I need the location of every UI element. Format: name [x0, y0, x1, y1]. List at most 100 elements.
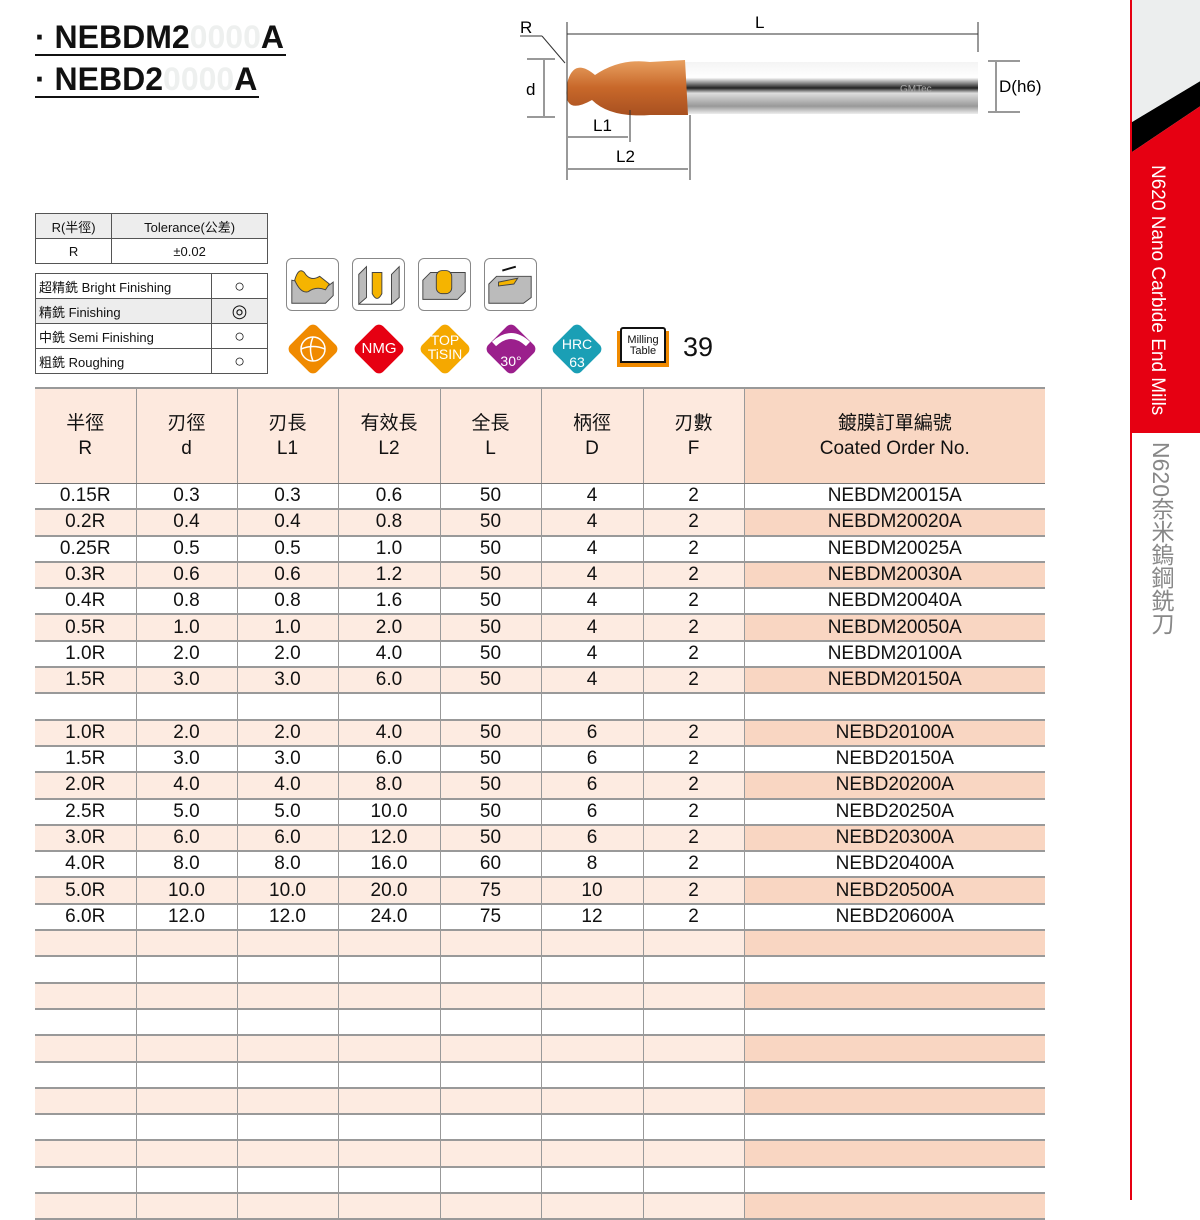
title-faded: 0000 — [163, 61, 235, 97]
table-cell: 8.0 — [337, 772, 440, 800]
table-cell — [236, 1140, 338, 1168]
product-title-nebd: · NEBD20000A — [35, 61, 260, 98]
table-cell — [439, 1193, 541, 1220]
table-cell — [35, 693, 136, 721]
table-cell — [540, 693, 643, 721]
table-cell: 0.6 — [337, 483, 440, 511]
table-cell: 5.0 — [135, 798, 237, 826]
table-cell — [743, 1114, 1045, 1142]
table-cell: 2 — [642, 824, 744, 853]
contour-milling-icon — [286, 258, 339, 311]
table-cell: 1.2 — [337, 561, 440, 590]
table-cell: 0.4R — [35, 588, 136, 616]
table-cell: 2 — [642, 535, 744, 563]
table-cell: 2 — [642, 561, 744, 590]
table-cell: 6 — [540, 772, 643, 800]
label-shank-diameter: D(h6) — [999, 77, 1042, 96]
hrc-text: HRC 63 — [561, 336, 593, 370]
column-header-line: 鍍膜訂單編號 — [837, 412, 952, 434]
brand-logo: GMTec — [900, 84, 932, 95]
column-header-line: 刃數 — [674, 412, 713, 434]
table-cell: 2 — [642, 640, 744, 669]
table-cell: 2.0R — [35, 772, 136, 800]
table-cell: 1.0R — [35, 640, 136, 669]
tolerance-value: ±0.02 — [111, 238, 268, 264]
shank — [675, 62, 978, 114]
table-cell: 0.3R — [35, 561, 136, 590]
column-header: 刃長 L1 — [236, 387, 338, 484]
table-cell — [337, 1140, 440, 1168]
table-cell: 2.0 — [135, 640, 237, 669]
table-cell — [743, 693, 1045, 721]
table-cell: NEBDM20040A — [743, 588, 1045, 616]
table-cell: 3.0 — [236, 745, 338, 774]
table-cell: 2.0 — [236, 719, 338, 747]
table-cell — [35, 1087, 136, 1116]
tolerance-header-value: Tolerance(公差) — [111, 213, 268, 239]
table-cell — [439, 1140, 541, 1168]
table-cell — [642, 1035, 744, 1063]
table-cell: 4.0 — [337, 719, 440, 747]
table-cell: 0.3 — [236, 483, 338, 511]
table-cell: 6.0 — [236, 824, 338, 853]
table-row: 2.0R 4.0 4.0 8.0 50 6 2 NEBD20200A — [35, 772, 1045, 800]
table-cell — [540, 930, 643, 958]
table-cell — [439, 1114, 541, 1142]
table-cell: 0.2R — [35, 509, 136, 537]
table-cell — [642, 956, 744, 984]
table-cell: 2.0 — [135, 719, 237, 747]
table-cell — [743, 1193, 1045, 1220]
table-cell — [337, 1193, 440, 1220]
table-cell: 50 — [439, 667, 541, 695]
table-cell: 6.0 — [337, 667, 440, 695]
table-cell — [35, 1061, 136, 1089]
title-suffix: A — [234, 61, 258, 97]
table-cell — [540, 1114, 643, 1142]
table-cell: 2.0 — [236, 640, 338, 669]
table-cell: 2 — [642, 719, 744, 747]
table-cell: 6 — [540, 824, 643, 853]
table-row — [35, 1114, 1045, 1142]
table-cell — [236, 956, 338, 984]
column-header-line: F — [687, 437, 700, 459]
table-row: 2.5R 5.0 5.0 10.0 50 6 2 NEBD20250A — [35, 798, 1045, 826]
table-cell: 8.0 — [236, 851, 338, 879]
column-header-line: 刃徑 — [167, 412, 206, 434]
table-cell — [439, 693, 541, 721]
table-row: 1.0R 2.0 2.0 4.0 50 6 2 NEBD20100A — [35, 719, 1045, 747]
column-header-line: 半徑 — [66, 412, 105, 434]
column-header: 有效長 L2 — [337, 387, 440, 484]
table-row — [35, 1035, 1045, 1063]
mode-mark: ○ — [211, 348, 268, 374]
table-cell — [642, 1140, 744, 1168]
column-header-line: 刃長 — [268, 412, 307, 434]
column-header: 鍍膜訂單編號 Coated Order No. — [743, 387, 1045, 484]
table-cell — [236, 1035, 338, 1063]
column-header-line: L1 — [276, 437, 299, 459]
table-cell — [540, 1035, 643, 1063]
title-prefix: · NEBD2 — [35, 61, 164, 97]
table-cell: 1.5R — [35, 745, 136, 774]
table-cell: 8.0 — [135, 851, 237, 879]
table-cell: 1.0 — [236, 614, 338, 642]
table-cell — [236, 1087, 338, 1116]
table-cell: 10 — [540, 877, 643, 905]
nmg-badge: NMG — [352, 322, 406, 376]
mode-label: 中銑 Semi Finishing — [35, 323, 212, 349]
hrc-badge: HRC 63 — [550, 322, 604, 376]
column-header-line: d — [181, 437, 192, 459]
table-cell — [642, 1061, 744, 1089]
specification-table: 半徑 R 刃徑 d 刃長 L1 有效長 L2 全長 L 柄徑 D 刃數 F 鍍膜訂單編號 Coated Ord… — [35, 387, 1045, 1220]
table-cell: NEBDM20050A — [743, 614, 1045, 642]
table-cell: 8 — [540, 851, 643, 879]
table-cell: 6 — [540, 745, 643, 774]
table-cell — [642, 930, 744, 958]
table-cell: 0.4 — [236, 509, 338, 537]
table-cell: NEBD20200A — [743, 772, 1045, 800]
table-cell: 3.0 — [236, 667, 338, 695]
table-cell — [135, 1061, 237, 1089]
sidebar-black-band — [1132, 41, 1200, 160]
table-cell: 4 — [540, 483, 643, 511]
table-cell — [337, 930, 440, 958]
table-cell — [743, 1087, 1045, 1116]
